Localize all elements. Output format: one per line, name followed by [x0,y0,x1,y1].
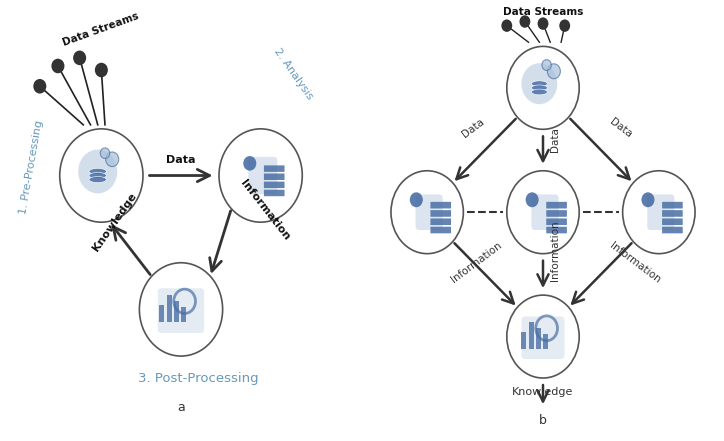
FancyBboxPatch shape [430,210,451,217]
Circle shape [547,64,560,79]
Circle shape [51,59,64,73]
FancyBboxPatch shape [547,218,567,225]
Ellipse shape [531,81,547,86]
FancyBboxPatch shape [248,157,277,194]
Circle shape [410,192,423,207]
FancyBboxPatch shape [264,190,285,196]
Circle shape [73,51,86,65]
Circle shape [100,148,110,158]
Text: Data: Data [167,155,195,165]
Text: 2. Analysis: 2. Analysis [272,47,314,101]
FancyBboxPatch shape [547,210,567,217]
FancyBboxPatch shape [662,227,683,233]
FancyBboxPatch shape [430,227,451,233]
Circle shape [537,17,549,30]
Circle shape [139,263,223,356]
FancyBboxPatch shape [264,173,285,180]
Text: Data Streams: Data Streams [62,11,140,48]
Text: Knowledge: Knowledge [513,387,573,396]
Circle shape [219,129,303,222]
Circle shape [526,192,539,207]
Bar [536,328,541,349]
Text: 1. Pre-Processing: 1. Pre-Processing [18,120,44,215]
FancyBboxPatch shape [521,317,565,359]
FancyBboxPatch shape [430,218,451,225]
Ellipse shape [89,172,106,179]
Text: Data: Data [550,127,560,152]
FancyBboxPatch shape [416,194,442,230]
Ellipse shape [531,85,547,91]
Circle shape [243,156,256,171]
FancyBboxPatch shape [547,227,567,233]
Bar [521,333,526,349]
Circle shape [507,171,579,254]
FancyBboxPatch shape [662,202,683,209]
Circle shape [542,60,552,71]
Text: a: a [177,401,185,414]
Bar [159,305,164,321]
Bar [174,301,179,321]
Circle shape [507,295,579,378]
Text: Data: Data [460,116,486,140]
Bar [543,334,548,349]
Circle shape [560,19,571,32]
Ellipse shape [89,176,106,183]
FancyBboxPatch shape [662,218,683,225]
Ellipse shape [89,168,106,175]
Text: Information: Information [239,178,292,243]
FancyBboxPatch shape [662,210,683,217]
FancyBboxPatch shape [547,202,567,209]
FancyBboxPatch shape [531,194,559,230]
Circle shape [106,152,119,167]
Circle shape [641,192,654,207]
Circle shape [520,15,530,28]
Text: b: b [539,414,547,426]
Circle shape [78,149,117,193]
Ellipse shape [531,89,547,95]
FancyBboxPatch shape [264,182,285,188]
Text: Information: Information [550,220,560,280]
Circle shape [33,79,46,93]
Bar [167,295,172,321]
FancyBboxPatch shape [158,288,204,333]
FancyBboxPatch shape [430,202,451,209]
Text: Data Streams: Data Streams [502,7,584,17]
Text: Data: Data [608,116,634,140]
FancyBboxPatch shape [264,165,285,172]
Circle shape [501,19,513,32]
Circle shape [60,129,143,222]
Text: Information: Information [608,240,662,285]
Circle shape [521,63,557,104]
Text: Information: Information [449,240,503,285]
Bar [529,322,534,349]
Text: 3. Post-Processing: 3. Post-Processing [138,372,258,385]
Bar [181,307,186,321]
Text: Knowledge: Knowledge [90,191,138,253]
Circle shape [507,46,579,129]
Circle shape [391,171,463,254]
Circle shape [623,171,695,254]
Circle shape [95,63,108,77]
FancyBboxPatch shape [647,194,674,230]
